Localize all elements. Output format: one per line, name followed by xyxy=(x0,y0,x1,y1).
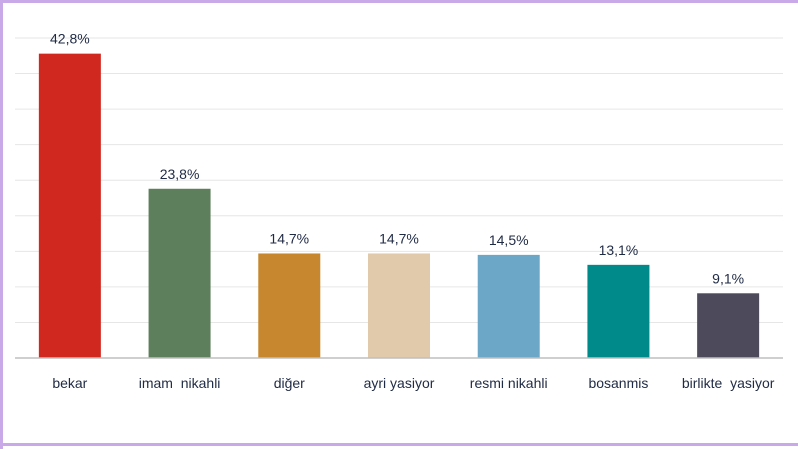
category-label: bosanmis xyxy=(588,375,648,391)
category-label: diğer xyxy=(274,375,305,391)
value-labels: 42,8% 23,8% 14,7% 14,7% 14,5% 13,1% 9,1% xyxy=(50,31,744,287)
category-label: imam nikahli xyxy=(139,375,221,391)
data-label: 14,7% xyxy=(379,230,419,246)
category-labels: bekar imam nikahli diğer ayri yasiyor resmi … xyxy=(52,375,774,391)
data-label: 14,5% xyxy=(489,232,529,248)
frame-border-top xyxy=(0,0,798,3)
data-label: 23,8% xyxy=(160,166,200,182)
frame-border-left xyxy=(0,0,3,449)
bars xyxy=(38,53,760,359)
gridlines xyxy=(15,37,783,323)
bar xyxy=(697,293,760,358)
data-label: 13,1% xyxy=(599,242,639,258)
category-label: ayri yasiyor xyxy=(364,375,435,391)
bar xyxy=(38,53,101,359)
bar xyxy=(258,253,321,358)
category-label: bekar xyxy=(52,375,87,391)
data-label: 42,8% xyxy=(50,31,90,47)
bar xyxy=(148,188,211,358)
bar xyxy=(477,254,540,358)
data-label: 14,7% xyxy=(269,230,309,246)
bar xyxy=(368,253,430,358)
bar xyxy=(587,264,650,358)
data-label: 9,1% xyxy=(712,270,744,286)
category-label: birlikte yasiyor xyxy=(682,375,775,391)
category-label: resmi nikahli xyxy=(470,375,548,391)
frame-border-bottom xyxy=(0,443,798,446)
